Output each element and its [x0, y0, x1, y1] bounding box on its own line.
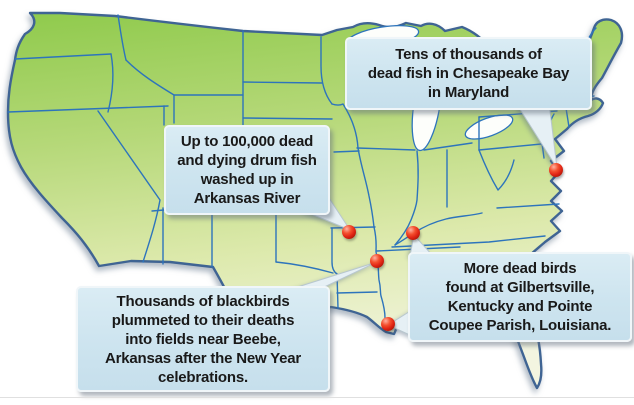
callout-line: Arkansas River: [193, 190, 301, 207]
callout-line: celebrations.: [158, 368, 248, 386]
callout-chesapeake-fish: Tens of thousands of dead fish in Chesap…: [345, 37, 592, 110]
callout-line: plummeted to their deaths: [111, 311, 295, 329]
callout-line: in Maryland: [427, 84, 510, 101]
callout-line: Kentucky and Pointe: [447, 298, 593, 315]
callout-beebe-blackbirds: Thousands of blackbirds plummeted to the…: [76, 286, 330, 392]
bottom-divider: [0, 397, 634, 398]
callout-more-dead-birds: More dead birds found at Gilbertsville, …: [408, 252, 632, 342]
callout-line: More dead birds: [463, 260, 577, 277]
callout-line: washed up in: [200, 171, 294, 188]
callout-line: Arkansas after the New Year: [104, 349, 302, 367]
callout-line: into fields near Beebe,: [125, 330, 281, 348]
callout-arkansas-river-fish: Up to 100,000 dead and dying drum fish w…: [164, 125, 330, 215]
callout-line: Thousands of blackbirds: [116, 292, 290, 310]
lake-erie-icon: [464, 114, 514, 140]
callout-line: Up to 100,000 dead: [180, 133, 314, 150]
callout-line: Coupee Parish, Louisiana.: [428, 317, 612, 334]
callout-line: Tens of thousands of: [395, 46, 542, 63]
callout-line: dead fish in Chesapeake Bay: [367, 65, 570, 82]
callout-line: and dying drum fish: [177, 152, 317, 169]
callout-line: found at Gilbertsville,: [445, 279, 595, 296]
